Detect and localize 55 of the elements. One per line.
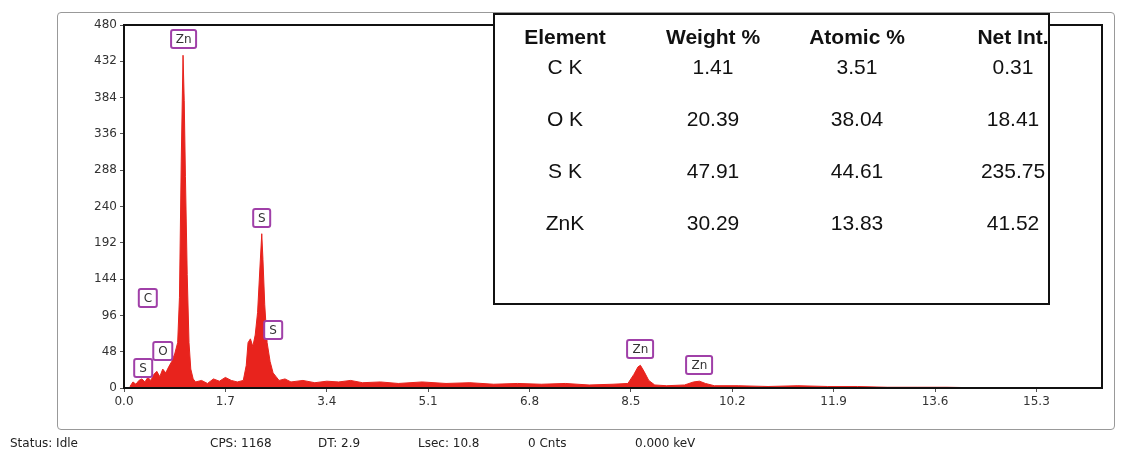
x-tick-label: 6.8	[519, 394, 540, 409]
x-tick-label: 15.3	[1023, 394, 1050, 409]
annotation: S	[263, 320, 283, 341]
annotation: 13.83	[830, 211, 884, 235]
annotation: 235.75	[980, 159, 1046, 183]
x-tick-label: 8.5	[621, 394, 641, 409]
y-tick-label: 336	[94, 126, 117, 141]
y-tick-label: 96	[101, 307, 117, 322]
annotation: O	[152, 341, 174, 361]
x-tick-label: 1.7	[215, 394, 235, 409]
annotation: S	[251, 207, 272, 228]
y-tick-label: 144	[94, 271, 117, 286]
annotation: 47.91	[686, 159, 740, 183]
annotation: Net Int.	[977, 25, 1049, 49]
annotation: C K	[547, 55, 583, 79]
x-tick-label: 10.2	[718, 394, 746, 409]
y-tick-label: 48	[101, 343, 117, 358]
annotation: 18.41	[986, 107, 1040, 131]
annotation: C	[137, 288, 159, 308]
x-tick-label: 3.4	[317, 394, 337, 409]
y-tick-label: 288	[94, 162, 117, 177]
annotation: S K	[548, 159, 582, 183]
annotation: ZnK	[545, 211, 585, 235]
x-tick-label: 11.9	[820, 394, 848, 409]
annotation: 0.31	[992, 55, 1034, 79]
annotation: 1.41	[692, 55, 734, 79]
annotation: O K	[546, 107, 584, 131]
annotation: Zn	[169, 29, 198, 50]
text: DT: 2.9	[318, 436, 361, 450]
annotation: Zn	[685, 355, 714, 376]
x-tick-label: 0.0	[114, 394, 134, 409]
y-tick-label: 432	[94, 53, 117, 68]
text: 0 Cnts	[528, 436, 567, 450]
annotation: Atomic %	[809, 25, 905, 49]
annotation: 44.61	[830, 159, 884, 183]
text: CPS: 1168	[210, 436, 272, 450]
y-tick-label: 192	[94, 234, 117, 249]
text: 0.000 keV	[635, 436, 696, 450]
y-tick-label: 480	[94, 17, 117, 32]
y-tick-label: 0	[109, 380, 117, 395]
annotation: Zn	[626, 339, 655, 360]
text: Status: Idle	[10, 436, 78, 450]
annotation: Element	[524, 25, 606, 49]
annotation: 38.04	[830, 107, 884, 131]
x-tick-label: 5.1	[418, 394, 438, 409]
text: Lsec: 10.8	[418, 436, 480, 450]
y-tick-label: 240	[94, 198, 117, 213]
annotation: Weight %	[665, 25, 761, 49]
annotation: 3.51	[836, 55, 878, 79]
y-tick-label: 384	[94, 89, 117, 104]
annotation: 41.52	[986, 211, 1040, 235]
annotation: 30.29	[686, 211, 740, 235]
annotation: 20.39	[686, 107, 740, 131]
x-tick-label: 13.6	[921, 394, 949, 409]
annotation: S	[133, 358, 153, 378]
